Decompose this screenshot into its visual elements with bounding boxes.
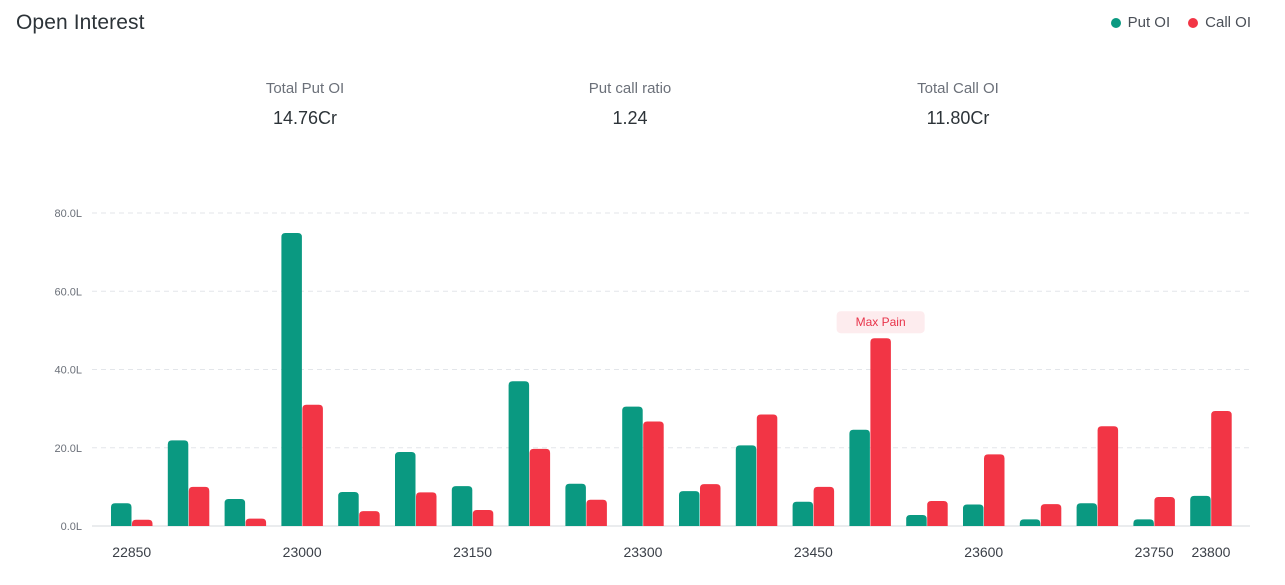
stat-put-call-ratio-value: 1.24 bbox=[612, 108, 648, 128]
x-tick-label: 22850 bbox=[112, 544, 151, 560]
call-oi-bar[interactable] bbox=[984, 454, 1005, 526]
call-oi-bar[interactable] bbox=[586, 499, 607, 526]
call-oi-bar[interactable] bbox=[188, 486, 210, 526]
stat-put-call-ratio-label: Put call ratio bbox=[588, 80, 672, 97]
chart-legend: Put OI Call OI bbox=[1110, 14, 1251, 31]
put-oi-bar[interactable] bbox=[622, 406, 643, 526]
call-oi-bar[interactable] bbox=[132, 519, 153, 526]
x-tick-label: 23450 bbox=[794, 544, 833, 560]
put-oi-bar[interactable] bbox=[224, 499, 246, 526]
call-oi-bar[interactable] bbox=[245, 518, 267, 526]
y-tick-label: 60.0L bbox=[54, 286, 82, 298]
stat-total-call-oi-label: Total Call OI bbox=[917, 80, 999, 97]
stat-total-call-oi: Total Call OI 11.80Cr bbox=[858, 80, 1058, 129]
put-oi-bar[interactable] bbox=[1133, 519, 1154, 526]
call-oi-bar[interactable] bbox=[1040, 504, 1062, 526]
put-oi-bar[interactable] bbox=[281, 232, 302, 527]
y-tick-label: 40.0L bbox=[54, 365, 82, 377]
y-tick-label: 80.0L bbox=[54, 208, 82, 220]
put-oi-bar[interactable] bbox=[849, 429, 870, 526]
call-oi-dot-icon bbox=[1188, 17, 1199, 28]
stat-total-put-oi-value: 14.76Cr bbox=[272, 108, 338, 128]
put-oi-bar[interactable] bbox=[167, 440, 189, 526]
x-tick-label: 23150 bbox=[453, 544, 492, 560]
call-oi-bar[interactable] bbox=[472, 509, 494, 526]
call-oi-bar[interactable] bbox=[302, 404, 323, 526]
legend-label-call-oi: Call OI bbox=[1205, 14, 1251, 31]
y-tick-label: 0.0L bbox=[61, 521, 82, 533]
put-oi-bar[interactable] bbox=[1190, 495, 1211, 526]
call-oi-bar[interactable] bbox=[1097, 426, 1119, 526]
call-oi-bar[interactable] bbox=[1154, 497, 1175, 526]
put-oi-bar[interactable] bbox=[906, 515, 927, 526]
x-tick-label: 23000 bbox=[283, 544, 322, 560]
call-oi-bar[interactable] bbox=[813, 486, 835, 526]
call-oi-bar[interactable] bbox=[416, 492, 437, 526]
chart-title: Open Interest bbox=[16, 11, 145, 34]
y-tick-label: 20.0L bbox=[54, 443, 82, 455]
legend-item-put-oi[interactable]: Put OI bbox=[1110, 14, 1171, 31]
put-oi-dot-icon bbox=[1110, 17, 1121, 28]
max-pain-label: Max Pain bbox=[856, 315, 906, 329]
call-oi-bar[interactable] bbox=[643, 421, 664, 526]
x-tick-label: 23300 bbox=[623, 544, 662, 560]
call-oi-bar[interactable] bbox=[927, 500, 948, 526]
put-oi-bar[interactable] bbox=[338, 491, 359, 526]
x-tick-label: 23600 bbox=[964, 544, 1003, 560]
call-oi-bar[interactable] bbox=[529, 448, 551, 526]
stat-total-call-oi-value: 11.80Cr bbox=[926, 108, 990, 128]
put-oi-bar[interactable] bbox=[679, 491, 700, 526]
put-oi-bar[interactable] bbox=[508, 381, 530, 526]
stat-total-put-oi: Total Put OI 14.76Cr bbox=[205, 80, 405, 129]
put-oi-bar[interactable] bbox=[1076, 503, 1098, 526]
max-pain-badge bbox=[836, 311, 925, 334]
call-oi-bar[interactable] bbox=[1211, 410, 1232, 526]
call-oi-bar[interactable] bbox=[359, 511, 380, 526]
legend-item-call-oi[interactable]: Call OI bbox=[1188, 14, 1251, 31]
put-oi-bar[interactable] bbox=[1019, 519, 1041, 526]
call-oi-bar[interactable] bbox=[870, 338, 891, 526]
x-tick-label: 23750 bbox=[1135, 544, 1174, 560]
stat-total-put-oi-label: Total Put OI bbox=[265, 80, 345, 97]
x-tick-label: 23800 bbox=[1191, 544, 1230, 560]
put-oi-bar[interactable] bbox=[395, 452, 416, 526]
legend-label-put-oi: Put OI bbox=[1127, 14, 1171, 31]
call-oi-bar[interactable] bbox=[700, 484, 721, 526]
call-oi-bar[interactable] bbox=[756, 414, 778, 526]
put-oi-bar[interactable] bbox=[111, 503, 132, 526]
stat-put-call-ratio: Put call ratio 1.24 bbox=[530, 80, 730, 129]
put-oi-bar[interactable] bbox=[963, 504, 984, 526]
put-oi-bar[interactable] bbox=[792, 501, 814, 526]
put-oi-bar[interactable] bbox=[451, 486, 473, 526]
put-oi-bar[interactable] bbox=[565, 483, 586, 526]
put-oi-bar[interactable] bbox=[735, 445, 757, 526]
